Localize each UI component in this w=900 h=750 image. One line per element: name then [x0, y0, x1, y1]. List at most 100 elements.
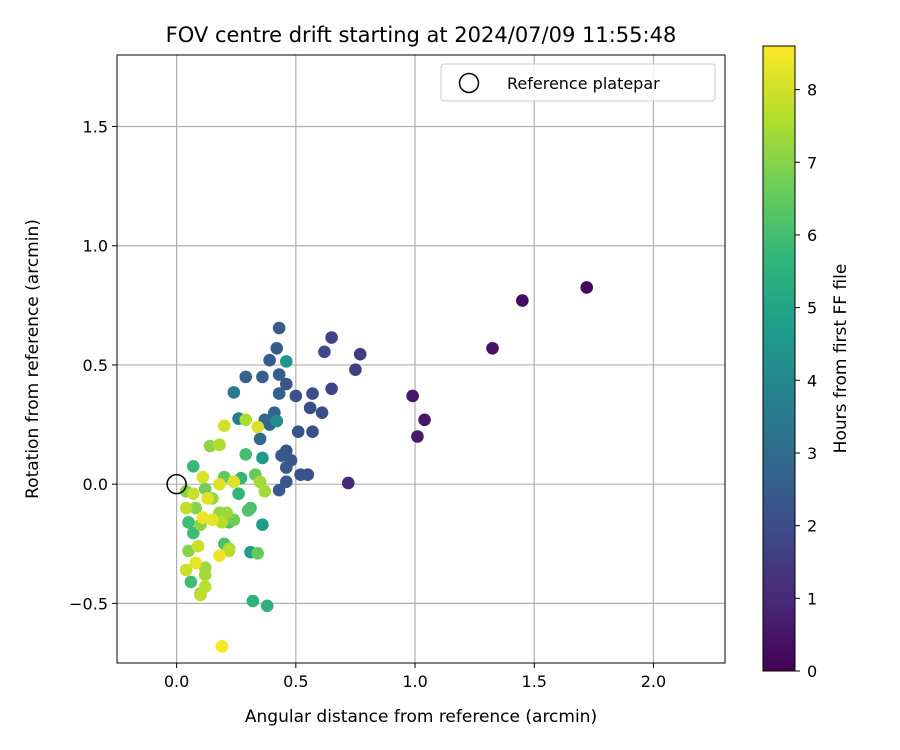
data-point — [201, 492, 214, 505]
legend-label: Reference platepar — [507, 74, 660, 93]
data-point — [213, 477, 226, 491]
data-point — [196, 470, 210, 484]
data-point — [215, 516, 229, 529]
plot-area — [116, 54, 726, 664]
data-point — [239, 370, 253, 384]
data-point — [279, 461, 293, 474]
data-point — [325, 382, 338, 396]
y-tick-label: 1.0 — [83, 237, 108, 256]
colorbar-label: Hours from first FF file — [831, 264, 851, 454]
colorbar-tick-label: 7 — [807, 153, 817, 172]
data-point — [315, 406, 329, 419]
data-point — [186, 459, 200, 473]
x-tick-label: 2.0 — [641, 672, 666, 691]
y-tick-label: 0.5 — [83, 356, 108, 375]
scatter-points — [179, 281, 594, 653]
legend: Reference platepar — [440, 63, 716, 102]
data-point — [418, 413, 431, 427]
reference-marker — [166, 473, 187, 495]
y-tick-label: −0.5 — [69, 594, 108, 613]
data-point — [279, 355, 293, 368]
data-point — [260, 599, 274, 613]
data-point — [253, 432, 267, 446]
data-point — [580, 281, 594, 294]
data-point — [227, 475, 241, 489]
data-point — [256, 518, 269, 532]
legend-marker — [458, 72, 480, 94]
colorbar-ticks: 0 1 2 3 4 5 6 7 8 — [795, 81, 817, 681]
data-point — [256, 451, 269, 465]
data-point — [184, 575, 198, 589]
y-tick-label: 0.0 — [83, 475, 108, 494]
data-point — [291, 425, 305, 439]
data-point — [341, 476, 355, 490]
data-point — [272, 387, 286, 400]
data-point — [406, 389, 419, 403]
data-point — [182, 516, 195, 529]
data-point — [198, 482, 212, 496]
data-point — [189, 501, 202, 515]
data-point — [194, 588, 207, 602]
data-point — [217, 419, 231, 433]
data-point — [182, 544, 195, 558]
data-point — [263, 353, 276, 367]
colorbar-tick-label: 8 — [807, 81, 817, 100]
colorbar-tick-label: 2 — [807, 517, 817, 536]
data-point — [198, 568, 212, 582]
data-point — [196, 511, 210, 524]
data-point — [516, 294, 529, 307]
data-point — [241, 504, 255, 517]
data-point — [220, 506, 233, 520]
data-point — [349, 363, 362, 377]
colorbar: 0 1 2 3 4 5 6 7 8 Hours from first FF file — [762, 45, 851, 681]
data-point — [179, 563, 193, 577]
data-point — [353, 347, 367, 361]
data-point — [411, 430, 424, 443]
data-point — [251, 547, 264, 560]
y-tick-label: 1.5 — [83, 118, 108, 137]
data-point — [186, 487, 200, 501]
data-point — [270, 414, 284, 428]
data-point — [272, 368, 286, 381]
data-point — [279, 377, 293, 391]
data-point — [179, 501, 193, 515]
legend-box — [440, 63, 716, 102]
colorbar-tick-label: 3 — [807, 444, 817, 463]
colorbar-tick-label: 1 — [807, 589, 817, 608]
data-point — [253, 475, 267, 489]
data-point — [213, 438, 226, 452]
chart-title: FOV centre drift starting at 2024/07/09 … — [166, 23, 677, 47]
colorbar-frame — [762, 45, 796, 672]
x-axis-label: Angular distance from reference (arcmin) — [245, 707, 597, 727]
axis-ticks: 0.0 0.5 1.0 1.5 2.0 −0.5 0.0 0.5 1.0 1.5 — [69, 118, 666, 691]
data-point — [206, 513, 219, 527]
data-point — [306, 387, 319, 400]
data-point — [256, 370, 269, 384]
data-point — [279, 475, 293, 489]
data-point — [275, 449, 288, 462]
data-point — [186, 526, 200, 540]
y-axis-label: Rotation from reference (arcmin) — [23, 219, 43, 499]
data-point — [203, 439, 217, 453]
data-point — [325, 331, 338, 344]
x-tick-label: 0.5 — [283, 672, 308, 691]
data-point — [272, 321, 286, 335]
data-point — [306, 425, 319, 439]
x-tick-label: 1.5 — [522, 672, 547, 691]
data-point — [232, 487, 245, 501]
colorbar-gradient — [763, 46, 795, 671]
data-point — [318, 345, 331, 359]
data-point — [191, 539, 205, 553]
data-point — [289, 389, 303, 403]
colorbar-tick-label: 0 — [807, 662, 817, 681]
data-point — [294, 468, 307, 481]
data-point — [239, 413, 253, 427]
colorbar-tick-label: 5 — [807, 299, 817, 318]
data-point — [189, 556, 202, 570]
data-point — [272, 483, 286, 497]
data-point — [222, 544, 236, 558]
data-point — [227, 386, 241, 399]
colorbar-tick-label: 6 — [807, 226, 817, 245]
data-point — [270, 341, 284, 355]
